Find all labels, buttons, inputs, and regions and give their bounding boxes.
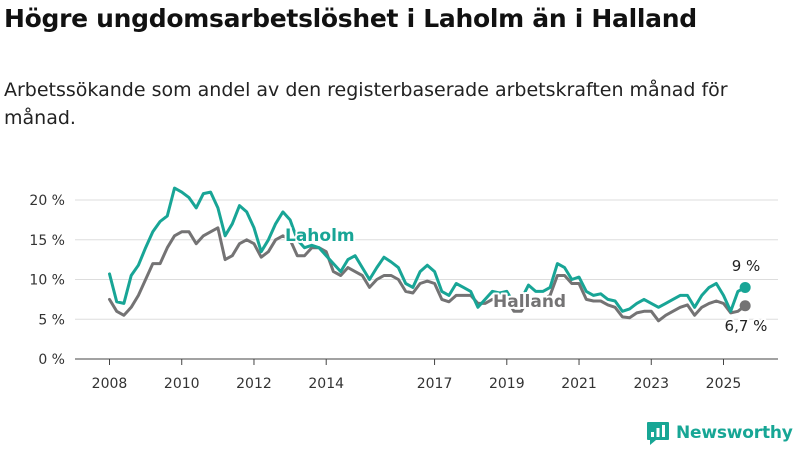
x-tick-label: 2010 bbox=[164, 376, 200, 392]
x-tick-label: 2019 bbox=[489, 376, 525, 392]
x-tick-label: 2014 bbox=[308, 376, 344, 392]
newsworthy-logo-icon bbox=[647, 422, 669, 445]
brand-logo: Newsworthy bbox=[646, 421, 793, 445]
x-tick-label: 2021 bbox=[561, 376, 597, 392]
chart-title: Högre ungdomsarbetslöshet i Laholm än i … bbox=[4, 4, 697, 33]
y-tick-label: 5 % bbox=[38, 312, 65, 328]
x-tick-label: 2025 bbox=[706, 376, 742, 392]
series-label-laholm: Laholm bbox=[285, 226, 355, 246]
end-point-halland bbox=[739, 300, 751, 312]
y-tick-label: 20 % bbox=[29, 193, 65, 209]
x-tick-label: 2017 bbox=[417, 376, 453, 392]
chart-subtitle: Arbetssökande som andel av den registerb… bbox=[4, 79, 728, 129]
brand-name: Newsworthy bbox=[676, 423, 793, 443]
series-label-halland: Halland bbox=[493, 292, 566, 312]
end-label-halland: 6,7 % bbox=[725, 317, 768, 335]
end-point-laholm bbox=[739, 281, 751, 293]
series-line-laholm bbox=[108, 186, 747, 313]
x-tick-label: 2008 bbox=[92, 376, 128, 392]
gridlines bbox=[75, 199, 778, 320]
end-label-laholm: 9 % bbox=[732, 257, 761, 275]
series-labels: Laholm Halland 9 % 6,7 % bbox=[283, 224, 769, 337]
x-tick-label: 2023 bbox=[633, 376, 669, 392]
y-tick-label: 0 % bbox=[38, 352, 65, 368]
y-tick-label: 15 % bbox=[29, 233, 65, 249]
y-tick-label: 10 % bbox=[29, 273, 65, 289]
series-line-halland bbox=[108, 226, 747, 323]
series-lines bbox=[108, 186, 751, 323]
y-axis: 0 % 5 % 10 % 15 % 20 % bbox=[29, 193, 65, 368]
x-axis: 2008 2010 2012 2014 2017 2019 2021 2023 2025 bbox=[75, 358, 778, 392]
x-tick-label: 2012 bbox=[236, 376, 272, 392]
